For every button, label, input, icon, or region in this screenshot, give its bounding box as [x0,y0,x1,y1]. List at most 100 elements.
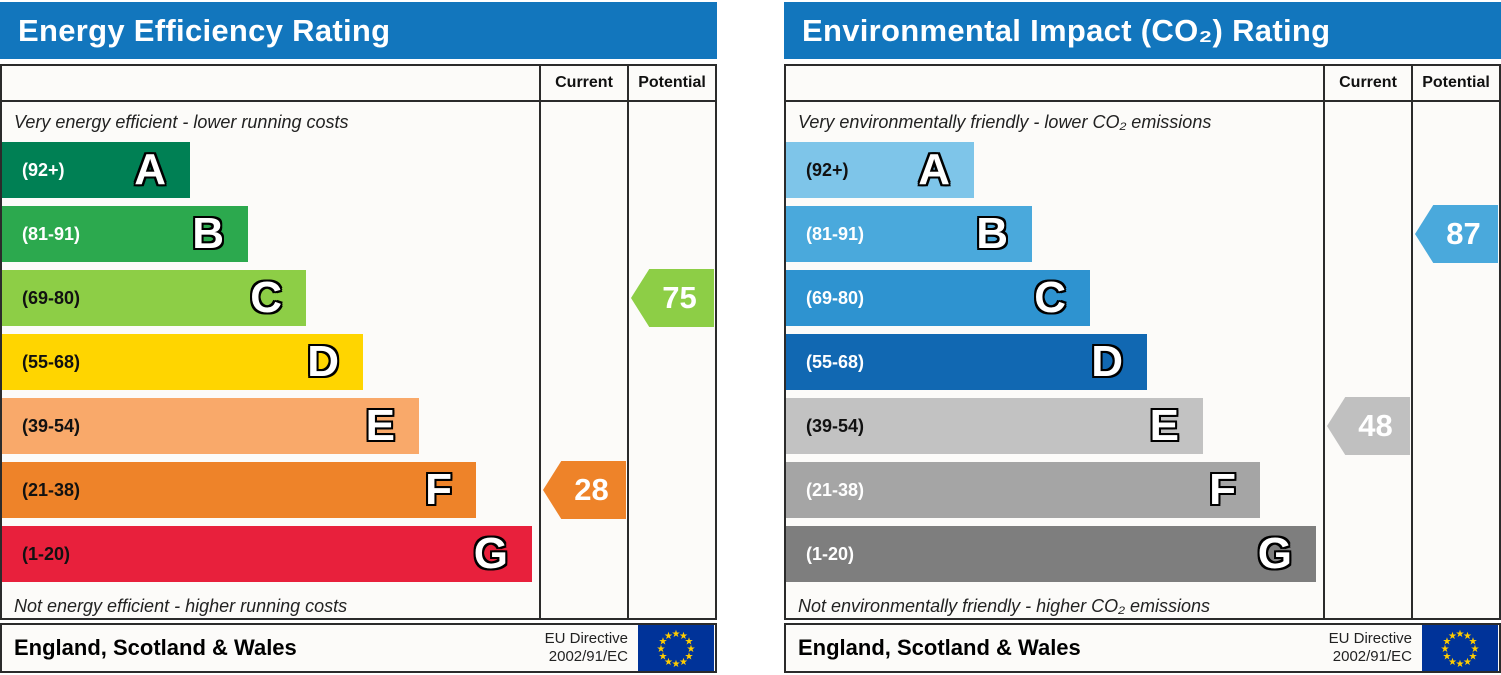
svg-text:★: ★ [672,629,681,640]
band-range: (69-80) [806,287,865,308]
svg-text:★: ★ [659,652,668,663]
eu-flag-stars: ★★★ ★★★ ★★★ ★★★ [1441,629,1480,670]
potential-value-pointer: 87 [1415,205,1498,263]
potential-value: 75 [662,280,697,315]
svg-text:★: ★ [679,631,688,642]
header-spacer [786,66,1323,100]
svg-text:★: ★ [659,637,668,648]
svg-text:★: ★ [1469,637,1478,648]
band-letter: F [1209,465,1236,514]
region-label: England, Scotland & Wales [14,635,297,660]
svg-text:★: ★ [1456,659,1465,670]
svg-text:★: ★ [1471,644,1480,655]
potential-column: 87 [1411,102,1499,618]
eu-directive-line1: EU Directive [544,630,628,647]
band-range: (92+) [22,159,65,180]
band-a: (92+) A [2,142,190,198]
rating-table: Current Potential Very energy efficient … [0,64,717,620]
eu-flag-icon: ★★★ ★★★ ★★★ ★★★ [1422,625,1498,671]
eu-directive-label: EU Directive 2002/91/EC [1329,630,1412,666]
table-body: Very environmentally friendly - lower CO… [786,102,1499,618]
band-b: (81-91) B [786,206,1032,262]
eu-directive-line2: 2002/91/EC [548,648,628,665]
band-f: (21-38) F [2,462,476,518]
band-range: (21-38) [22,479,81,500]
panel-footer: England, Scotland & Wales EU Directive 2… [0,623,717,673]
svg-text:★: ★ [1463,631,1472,642]
band-range: (39-54) [22,415,81,436]
band-letter: A [134,145,166,194]
band-range: (39-54) [806,415,865,436]
potential-column-header: Potential [1411,66,1499,100]
bottom-caption: Not environmentally friendly - higher CO… [798,596,1211,616]
current-value: 28 [574,472,609,507]
svg-text:★: ★ [657,644,666,655]
band-d: (55-68) D [2,334,363,390]
current-value-pointer: 28 [543,461,626,519]
band-range: (69-80) [22,287,81,308]
svg-text:★: ★ [679,657,688,668]
svg-text:★: ★ [664,631,673,642]
current-value: 48 [1358,408,1393,443]
top-caption: Very energy efficient - lower running co… [14,111,349,132]
band-letter: E [365,401,395,450]
band-c: (69-80) C [2,270,306,326]
band-letter: E [1149,401,1179,450]
svg-text:★: ★ [685,637,694,648]
environmental-impact-panel: Environmental Impact (CO₂) Rating Curren… [784,2,1501,673]
current-column: 28 [539,102,627,618]
panel-title: Energy Efficiency Rating [0,2,717,59]
svg-text:★: ★ [664,657,673,668]
band-c: (69-80) C [786,270,1090,326]
band-letter: D [307,337,339,386]
eu-directive-line1: EU Directive [1328,630,1412,647]
current-column: 48 [1323,102,1411,618]
svg-text:★: ★ [1456,629,1465,640]
top-caption: Very environmentally friendly - lower CO… [798,111,1212,132]
band-letter: B [976,209,1008,258]
band-f: (21-38) F [786,462,1260,518]
band-range: (55-68) [22,351,81,372]
svg-text:★: ★ [687,644,696,655]
panel-footer: England, Scotland & Wales EU Directive 2… [784,623,1501,673]
band-range: (81-91) [22,223,81,244]
svg-text:★: ★ [1448,657,1457,668]
svg-text:★: ★ [1448,631,1457,642]
band-range: (1-20) [806,543,855,564]
table-header-row: Current Potential [2,66,715,102]
svg-text:★: ★ [672,659,681,670]
band-g: (1-20) G [2,526,532,582]
band-letter: D [1091,337,1123,386]
band-e: (39-54) E [786,398,1203,454]
table-header-row: Current Potential [786,66,1499,102]
band-range: (92+) [806,159,849,180]
eu-flag-icon: ★★★ ★★★ ★★★ ★★★ [638,625,714,671]
band-letter: B [192,209,224,258]
band-range: (21-38) [806,479,865,500]
svg-text:★: ★ [1463,657,1472,668]
band-letter: C [250,273,282,322]
potential-column-header: Potential [627,66,715,100]
eu-flag-stars: ★★★ ★★★ ★★★ ★★★ [657,629,696,670]
band-e: (39-54) E [2,398,419,454]
band-letter: C [1034,273,1066,322]
svg-text:★: ★ [685,652,694,663]
current-value-pointer: 48 [1327,397,1410,455]
band-range: (1-20) [22,543,71,564]
svg-text:★: ★ [1443,652,1452,663]
band-a: (92+) A [786,142,974,198]
table-body: Very energy efficient - lower running co… [2,102,715,618]
potential-value: 87 [1446,216,1481,251]
potential-column: 75 [627,102,715,618]
band-range: (81-91) [806,223,865,244]
header-spacer [2,66,539,100]
band-letter: G [473,529,508,578]
current-column-header: Current [539,66,627,100]
band-letter: F [425,465,452,514]
rating-table: Current Potential Very environmentally f… [784,64,1501,620]
svg-text:★: ★ [1441,644,1450,655]
band-d: (55-68) D [786,334,1147,390]
eu-directive-line2: 2002/91/EC [1332,648,1412,665]
svg-text:★: ★ [1443,637,1452,648]
